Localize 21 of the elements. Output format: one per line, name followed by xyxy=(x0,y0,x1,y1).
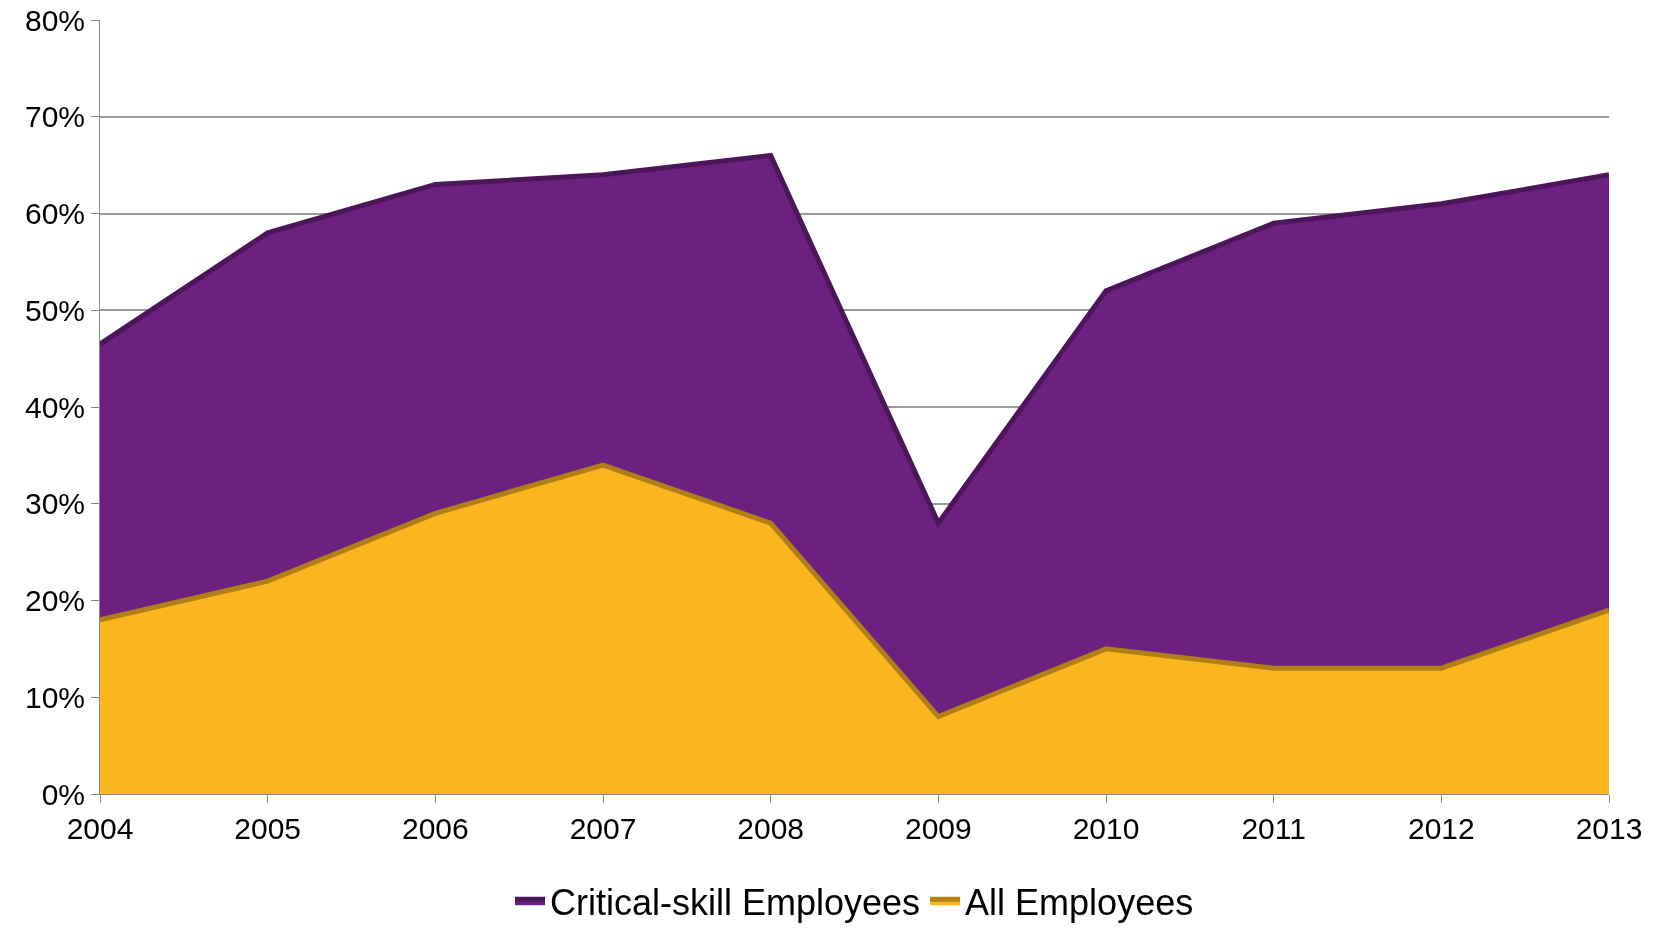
x-tick-label: 2009 xyxy=(904,812,972,845)
legend-label: Critical-skill Employees xyxy=(550,882,921,924)
x-tick-label: 2005 xyxy=(234,812,302,845)
y-tick-label: 0% xyxy=(41,777,85,811)
x-tick-label: 2007 xyxy=(569,812,637,845)
y-tick-label: 30% xyxy=(24,487,85,521)
x-tick-label: 2010 xyxy=(1072,812,1140,845)
y-tick-label: 60% xyxy=(24,197,85,230)
x-tick-label: 2006 xyxy=(401,812,469,845)
y-tick-label: 10% xyxy=(24,680,85,714)
x-tick-label: 2012 xyxy=(1407,812,1475,845)
y-tick-label: 70% xyxy=(24,100,85,134)
x-tick-label: 2011 xyxy=(1241,812,1306,845)
x-tick-label: 2004 xyxy=(66,812,134,845)
x-tick-label: 2013 xyxy=(1575,812,1643,845)
y-tick-label: 40% xyxy=(24,390,85,424)
y-tick-label: 20% xyxy=(24,584,85,617)
y-tick-label: 50% xyxy=(24,293,85,327)
y-tick-label: 80% xyxy=(24,3,85,37)
x-tick-label: 2008 xyxy=(737,812,805,845)
legend-label: All Employees xyxy=(965,882,1194,924)
